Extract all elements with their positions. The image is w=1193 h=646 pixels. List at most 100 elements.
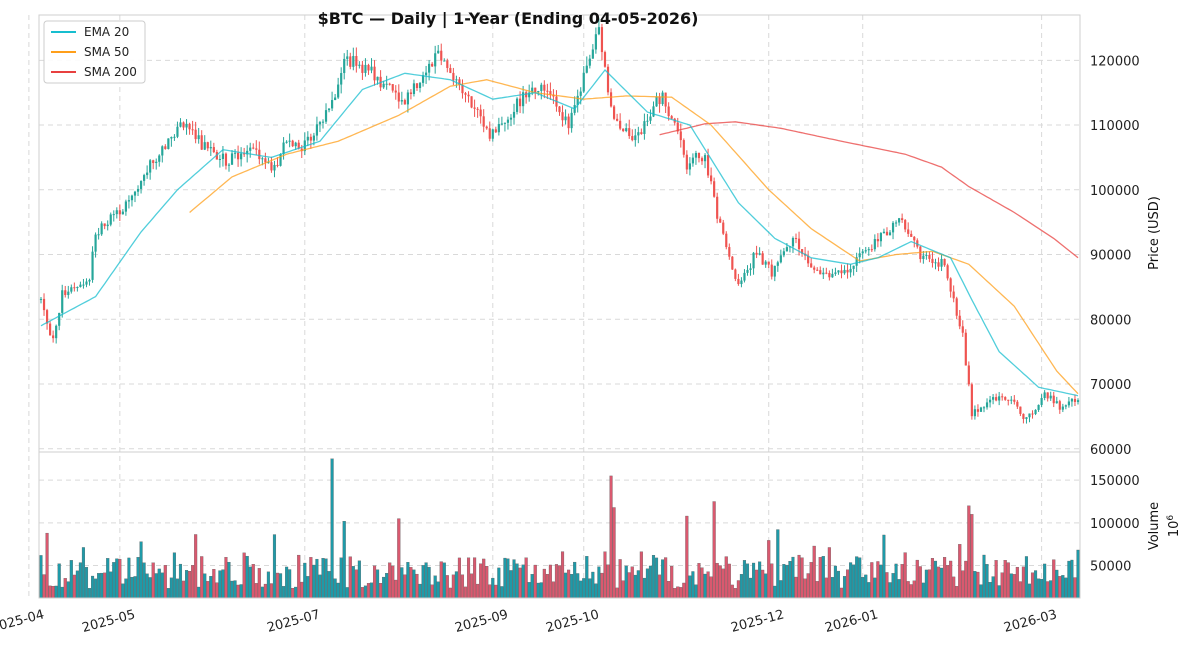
moving-averages: [40, 69, 1079, 397]
candle-body: [431, 63, 434, 67]
candle-body: [479, 109, 482, 117]
candle-body: [961, 326, 964, 333]
candle-body: [643, 121, 646, 134]
candle-body: [988, 399, 992, 403]
volume-bar: [476, 583, 480, 599]
candle-body: [904, 220, 907, 230]
volume-bar: [194, 534, 198, 599]
candle-body: [1061, 406, 1064, 410]
volume-bar: [849, 562, 853, 599]
candle-body: [616, 118, 619, 121]
candle-body: [118, 210, 121, 215]
candle-body: [697, 152, 701, 159]
candle-body: [716, 196, 719, 219]
candle-body: [443, 60, 446, 62]
candle-body: [637, 132, 640, 136]
volume-bar: [185, 570, 189, 599]
candle-body: [191, 129, 194, 131]
candle-body: [203, 142, 206, 150]
candle-body: [282, 142, 285, 155]
volume-bar: [836, 570, 841, 599]
candle-body: [297, 142, 300, 149]
volume-bar: [366, 583, 371, 599]
volume-bar: [379, 583, 383, 599]
volume-bar: [564, 572, 568, 599]
volume-bar: [285, 566, 289, 599]
volume-bar: [615, 587, 619, 599]
candle-body: [330, 100, 334, 109]
sma200-line: [659, 121, 1079, 259]
volume-bar: [288, 569, 292, 599]
volume-bar: [554, 564, 559, 599]
volume-bar: [424, 562, 428, 599]
candle-body: [807, 255, 810, 264]
volume-bar: [685, 515, 689, 599]
volume-bar: [703, 573, 707, 599]
volume-bar: [169, 577, 173, 599]
price-tick-label: 80000: [1090, 313, 1131, 328]
volume-bar: [1030, 572, 1035, 599]
volume-bar: [1052, 559, 1056, 599]
candle-body: [876, 239, 879, 242]
volume-bar: [148, 577, 152, 599]
volume-bar: [706, 571, 710, 599]
volume-bar: [879, 564, 883, 599]
volume-bar: [84, 567, 89, 599]
candle-body: [561, 112, 564, 121]
candle-body: [943, 258, 946, 266]
volume-bar: [1046, 581, 1050, 599]
candle-body: [1052, 395, 1055, 404]
volume-bar: [112, 562, 116, 599]
candle-body: [855, 257, 858, 266]
volume-bar: [761, 569, 765, 599]
candle-body: [722, 222, 725, 234]
candle-body: [391, 84, 394, 91]
candle-body: [864, 250, 867, 252]
candle-body: [497, 124, 500, 133]
volume-bar: [45, 532, 49, 599]
volume-bar: [1027, 583, 1032, 599]
candle-body: [737, 278, 740, 285]
volume-bar: [573, 561, 577, 599]
volume-bar: [188, 571, 192, 599]
volume-bar: [263, 583, 267, 599]
candle-body: [867, 249, 870, 251]
candle-body: [324, 110, 328, 122]
candle-body: [797, 238, 801, 250]
candle-body: [421, 75, 425, 83]
candle-body: [464, 93, 467, 95]
volume-bar: [536, 582, 540, 599]
volume-bar: [91, 575, 95, 599]
volume-bar: [779, 580, 783, 599]
candle-body: [400, 100, 403, 102]
volume-bar: [882, 534, 886, 599]
volume-bar: [139, 541, 143, 599]
volume-bar: [597, 566, 601, 599]
volume-bar: [588, 578, 592, 599]
volume-bar: [627, 572, 631, 599]
candle-body: [152, 160, 155, 164]
candle-body: [1001, 396, 1004, 398]
volume-bar: [521, 564, 525, 599]
candle-body: [1037, 404, 1040, 410]
volume-bar: [242, 552, 246, 599]
candle-body: [606, 66, 610, 93]
candle-body: [570, 112, 573, 129]
volume-bar: [97, 573, 101, 599]
candle-body: [518, 98, 522, 107]
volume-bar: [421, 565, 425, 599]
volume-bar: [930, 558, 934, 599]
volume-bar: [427, 566, 431, 599]
volume-bar: [748, 577, 753, 599]
candle-body: [512, 111, 516, 118]
volume-bar: [982, 554, 986, 599]
chart-title: $BTC — Daily | 1-Year (Ending 04-05-2026…: [318, 9, 699, 29]
candle-body: [1073, 398, 1077, 402]
volume-bar: [585, 556, 589, 599]
candle-body: [1049, 395, 1052, 399]
volume-bar: [664, 557, 668, 599]
volume-bar: [909, 584, 913, 599]
volume-bar: [570, 574, 574, 599]
candle-body: [236, 152, 240, 160]
price-tick-label: 90000: [1090, 249, 1131, 264]
